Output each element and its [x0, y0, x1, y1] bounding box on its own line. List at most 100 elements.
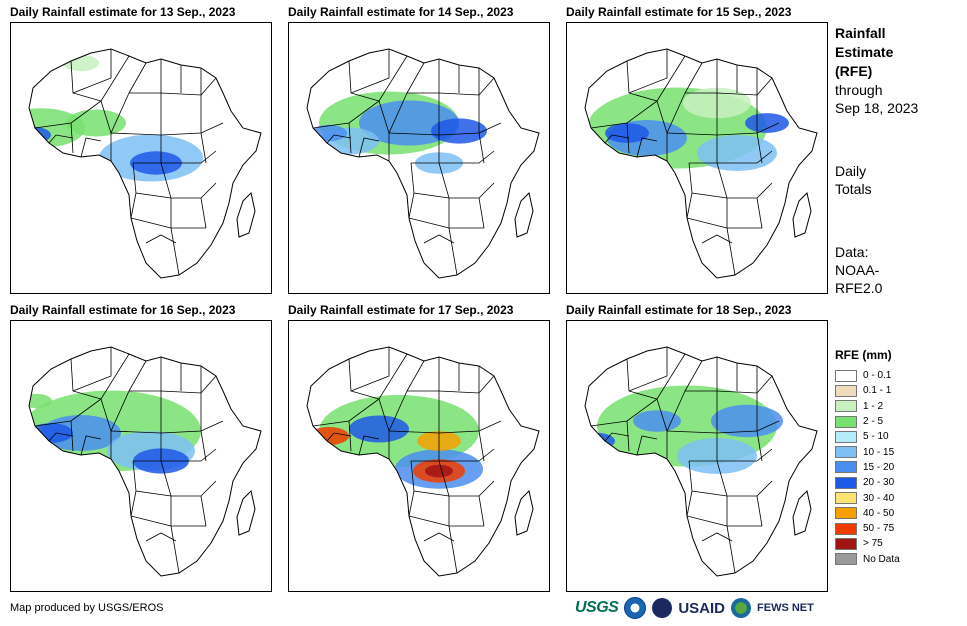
country-border	[478, 420, 502, 432]
legend-item: 0 - 0.1	[835, 368, 900, 383]
map-panel-13-sep: Daily Rainfall estimate for 13 Sep., 202…	[10, 4, 272, 294]
legend-swatch	[835, 430, 857, 443]
legend-label: 0 - 0.1	[863, 370, 892, 382]
panel-title: Daily Rainfall estimate for 14 Sep., 202…	[288, 5, 514, 19]
rain-cell	[29, 393, 52, 409]
country-border	[756, 430, 763, 462]
madagascar-outline	[792, 192, 812, 238]
country-border	[684, 360, 703, 392]
panel-title: Daily Rainfall estimate for 13 Sep., 202…	[10, 5, 236, 19]
rain-cell	[349, 415, 409, 443]
data-line: Data:	[835, 244, 869, 260]
noaa-logo-icon	[624, 597, 647, 619]
country-border	[200, 122, 224, 134]
legend-label: 1 - 2	[863, 400, 884, 412]
country-border	[161, 150, 217, 164]
map-panel-18-sep: Daily Rainfall estimate for 18 Sep., 202…	[566, 302, 828, 592]
country-border	[145, 234, 177, 244]
country-border	[348, 358, 380, 400]
rain-cell	[605, 123, 649, 143]
usaid-logo: USAID	[678, 599, 726, 617]
country-border	[160, 460, 217, 497]
country-border	[438, 162, 495, 199]
credit-text: Map produced by USGS/EROS	[10, 602, 164, 614]
country-border	[48, 432, 74, 442]
country-border	[48, 134, 74, 144]
panel-title: Daily Rainfall estimate for 15 Sep., 202…	[566, 5, 792, 19]
legend-item: 30 - 40	[835, 490, 900, 505]
country-border	[756, 122, 780, 134]
rain-cell	[29, 134, 34, 142]
country-border	[72, 347, 112, 392]
country-border	[200, 197, 207, 229]
data-line: NOAA-	[835, 262, 880, 278]
panel-title: Daily Rainfall estimate for 17 Sep., 202…	[288, 303, 514, 317]
panel-title: Daily Rainfall estimate for 16 Sep., 202…	[10, 303, 236, 317]
country-border	[756, 132, 763, 164]
country-border	[160, 95, 202, 136]
country-border	[726, 227, 736, 276]
rfe-legend: RFE (mm) 0 - 0.1 0.1 - 1 1 - 2 2 - 5 5 - 10 1…	[835, 348, 900, 567]
country-border	[326, 134, 352, 144]
rain-cell	[431, 118, 487, 144]
country-border	[686, 192, 728, 229]
country-border	[448, 496, 484, 527]
country-border	[128, 62, 147, 94]
country-border	[478, 132, 485, 164]
legend-label: > 75	[863, 538, 883, 550]
country-border	[378, 353, 408, 400]
map-panel-14-sep: Daily Rainfall estimate for 14 Sep., 202…	[288, 4, 550, 294]
legend-swatch	[835, 446, 857, 459]
through-line: through	[835, 82, 883, 98]
country-border	[717, 448, 773, 462]
legend-swatch	[835, 415, 857, 428]
country-border	[408, 490, 450, 527]
country-border	[448, 227, 458, 276]
country-border	[170, 198, 206, 229]
map-panel-17-sep: Daily Rainfall estimate for 17 Sep., 202…	[288, 302, 550, 592]
legend-swatch	[835, 492, 857, 505]
country-border	[686, 490, 728, 527]
usaid-seal-icon	[652, 598, 673, 618]
country-border	[423, 234, 455, 244]
rainfall-map	[288, 22, 550, 294]
rain-cell	[41, 415, 121, 451]
rainfall-field	[311, 91, 487, 174]
country-border	[656, 55, 686, 102]
legend-swatch	[835, 522, 857, 535]
country-border	[636, 137, 658, 158]
country-border	[726, 496, 762, 527]
legend-item: 20 - 30	[835, 475, 900, 490]
rain-cell	[711, 404, 783, 438]
rain-cell	[633, 410, 681, 432]
legend-item: No Data	[835, 552, 900, 567]
country-border	[448, 525, 458, 574]
totals-line: Totals	[835, 181, 872, 197]
legend-swatch	[835, 400, 857, 413]
partner-logos: USGS USAID FEWS NET	[575, 596, 814, 620]
country-border	[726, 198, 762, 229]
country-border	[684, 62, 703, 94]
country-border	[726, 525, 736, 574]
totals-label: Daily Totals	[835, 162, 872, 198]
country-border	[628, 49, 668, 94]
country-border	[200, 132, 207, 164]
legend-item: 5 - 10	[835, 429, 900, 444]
legend-swatch	[835, 507, 857, 520]
country-border	[408, 192, 450, 229]
country-border	[701, 532, 733, 542]
country-border	[170, 496, 206, 527]
legend-label: 15 - 20	[863, 461, 895, 473]
totals-line: Daily	[835, 163, 867, 179]
country-border	[604, 134, 630, 144]
rain-cell	[29, 126, 51, 144]
legend-item: 15 - 20	[835, 460, 900, 475]
country-border	[160, 162, 217, 199]
country-border	[756, 495, 763, 527]
legend-item: 0.1 - 1	[835, 383, 900, 398]
title-line: Estimate	[835, 44, 894, 60]
country-border	[100, 353, 130, 400]
country-border	[438, 460, 495, 497]
country-border	[100, 55, 130, 102]
map-panel-15-sep: Daily Rainfall estimate for 15 Sep., 202…	[566, 4, 828, 294]
